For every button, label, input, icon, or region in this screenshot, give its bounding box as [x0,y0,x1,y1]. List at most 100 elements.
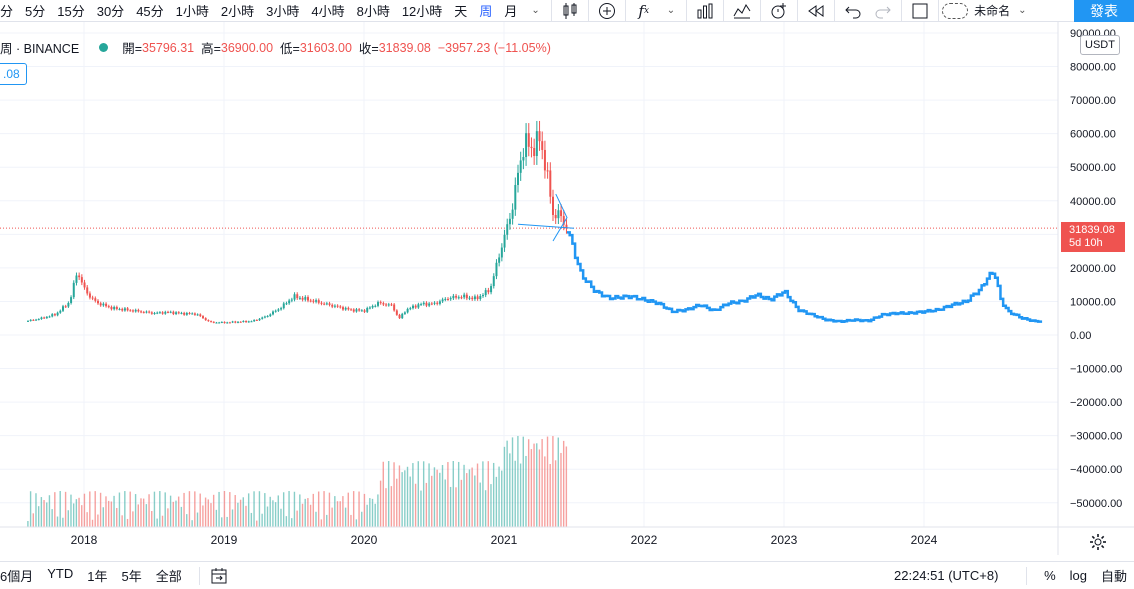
divider [198,566,200,585]
replay-icon[interactable] [801,0,831,22]
compare-add-icon[interactable] [592,0,622,22]
price-tick-label: −20000.00 [1070,397,1122,409]
volume-bar [361,511,363,527]
candle-body [70,297,73,303]
range-3[interactable]: 5年 [121,569,142,584]
range-2[interactable]: 1年 [87,569,108,584]
volume-bar [525,455,527,527]
candle-body [506,224,509,235]
volume-bar [280,508,282,527]
interval-0[interactable]: 分 [0,4,14,19]
layout-dropdown-icon[interactable]: ⌄ [1018,5,1027,16]
candle-body [471,297,474,300]
candle-body [328,303,331,305]
volume-bar [355,519,358,527]
volume-bar [385,488,387,527]
go-to-date-icon[interactable] [210,567,228,585]
volume-bar [207,499,209,527]
currency-button[interactable]: USDT [1080,35,1120,55]
fullscreen-icon[interactable] [905,0,935,22]
range-1[interactable]: YTD [47,566,74,581]
undo-icon[interactable] [838,0,868,22]
volume-bar [137,504,139,527]
volume-bar [161,515,164,527]
interval-11[interactable]: 天 [454,4,468,19]
low-label: 低= [280,42,300,56]
time-tick-label: 2019 [211,533,238,547]
volume-bar [393,462,395,527]
interval-12[interactable]: 周 [479,4,493,19]
interval-7[interactable]: 3小時 [266,4,300,19]
volume-bar [126,518,129,527]
candle-body [253,319,256,322]
volume-bar [186,514,188,527]
interval-dropdown-icon[interactable]: ⌄ [531,5,540,16]
bar-style-icon[interactable] [555,0,585,22]
candle-body [331,304,334,307]
interval-2[interactable]: 15分 [57,4,85,19]
volume-bar [420,490,422,527]
candle-body [167,311,169,313]
interval-10[interactable]: 12小時 [401,4,443,19]
candle-body [425,302,428,306]
volume-bar [363,493,366,527]
close-label: 收= [358,42,379,56]
interval-8[interactable]: 4小時 [311,4,345,19]
interval-5[interactable]: 1小時 [175,4,209,19]
candle-body [56,312,59,316]
low-value: 31603.00 [299,40,352,55]
candle-body [183,312,186,315]
candle-body [150,312,153,314]
volume-bar [519,463,522,527]
price-tick-label: 80000.00 [1070,62,1116,74]
indicators-dropdown-icon[interactable]: ⌄ [666,5,676,16]
candle-body [320,302,323,304]
interval-13[interactable]: 月 [504,4,518,19]
interval-3[interactable]: 30分 [96,4,125,19]
auto-scale-toggle[interactable]: 自動 [1100,569,1127,584]
interval-6[interactable]: 2小時 [220,4,255,19]
financials-icon[interactable] [690,0,720,22]
interval-9[interactable]: 8小時 [356,4,390,19]
volume-bar [536,443,538,527]
interval-4[interactable]: 45分 [136,4,164,19]
alert-add-icon[interactable] [764,0,794,22]
time-axis[interactable]: 2018 2019 2020 2021 2022 2023 2024 [71,533,938,547]
interval-1[interactable]: 5分 [25,4,46,19]
alert-icon[interactable] [727,0,757,22]
layout-name-button[interactable]: 未命名 ⌄ [942,2,1034,19]
candle-body [123,308,126,311]
indicator-value-badge[interactable]: .08 [0,63,27,85]
percent-scale-toggle[interactable]: % [1044,568,1056,583]
candle-body [48,316,51,318]
settings-gear-icon[interactable] [1089,533,1107,551]
publish-button[interactable]: 發表 [1074,0,1134,22]
price-tick-label: 20000.00 [1070,263,1116,275]
candle-body [231,321,234,323]
log-scale-toggle[interactable]: log [1069,568,1087,583]
volume-bar [309,504,312,527]
time-tick-label: 2020 [351,533,378,547]
volume-bar [269,496,271,527]
redo-icon[interactable] [868,0,898,22]
chart-canvas[interactable]: 90000.0080000.0070000.0060000.0050000.00… [0,22,1134,561]
range-4[interactable]: 全部 [155,569,182,584]
candle-body [282,303,285,309]
clock-timezone[interactable]: 22:24:51 (UTC+8) [894,568,999,583]
candle-body [465,294,468,299]
candle-body [215,322,218,324]
range-0[interactable]: 6個月 [0,569,34,584]
candle-body [309,300,312,302]
candle-body [414,305,417,308]
candle-body [438,301,441,304]
volume-bar [444,479,446,527]
price-axis[interactable]: 90000.0080000.0070000.0060000.0050000.00… [0,22,1134,555]
candle-body [51,314,54,317]
volume-bar [40,497,43,527]
volume-bar [495,476,498,527]
volume-bar [62,517,64,527]
candle-body [387,304,390,306]
volume-bar [148,494,150,527]
volume-bar [231,509,234,527]
